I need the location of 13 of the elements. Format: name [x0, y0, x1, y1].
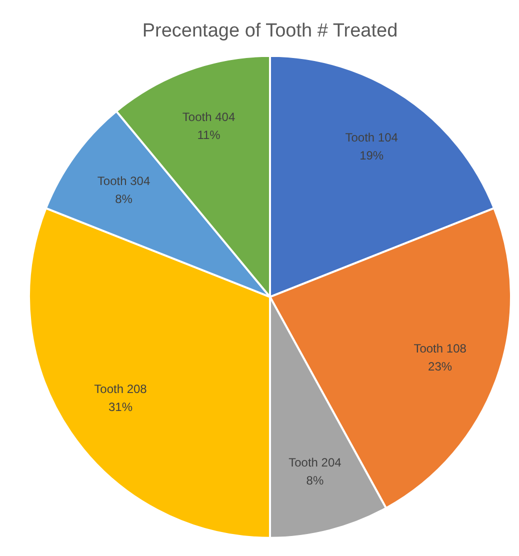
data-label: 19%	[360, 148, 384, 163]
data-label: 11%	[197, 128, 221, 142]
slice-label: Tooth 204	[288, 455, 342, 470]
data-label: 23%	[428, 359, 452, 374]
slice-label: Tooth 108	[414, 341, 467, 356]
slice-label: Tooth 304	[97, 174, 150, 188]
slice-label: Tooth 208	[94, 382, 148, 396]
slice-label: Tooth 404	[182, 110, 236, 124]
slice-label: Tooth 104	[345, 130, 398, 145]
data-label: 8%	[115, 192, 133, 206]
data-label: 8%	[306, 473, 324, 488]
chart-title: Precentage of Tooth # Treated	[142, 20, 398, 42]
data-label: 31%	[108, 400, 133, 414]
